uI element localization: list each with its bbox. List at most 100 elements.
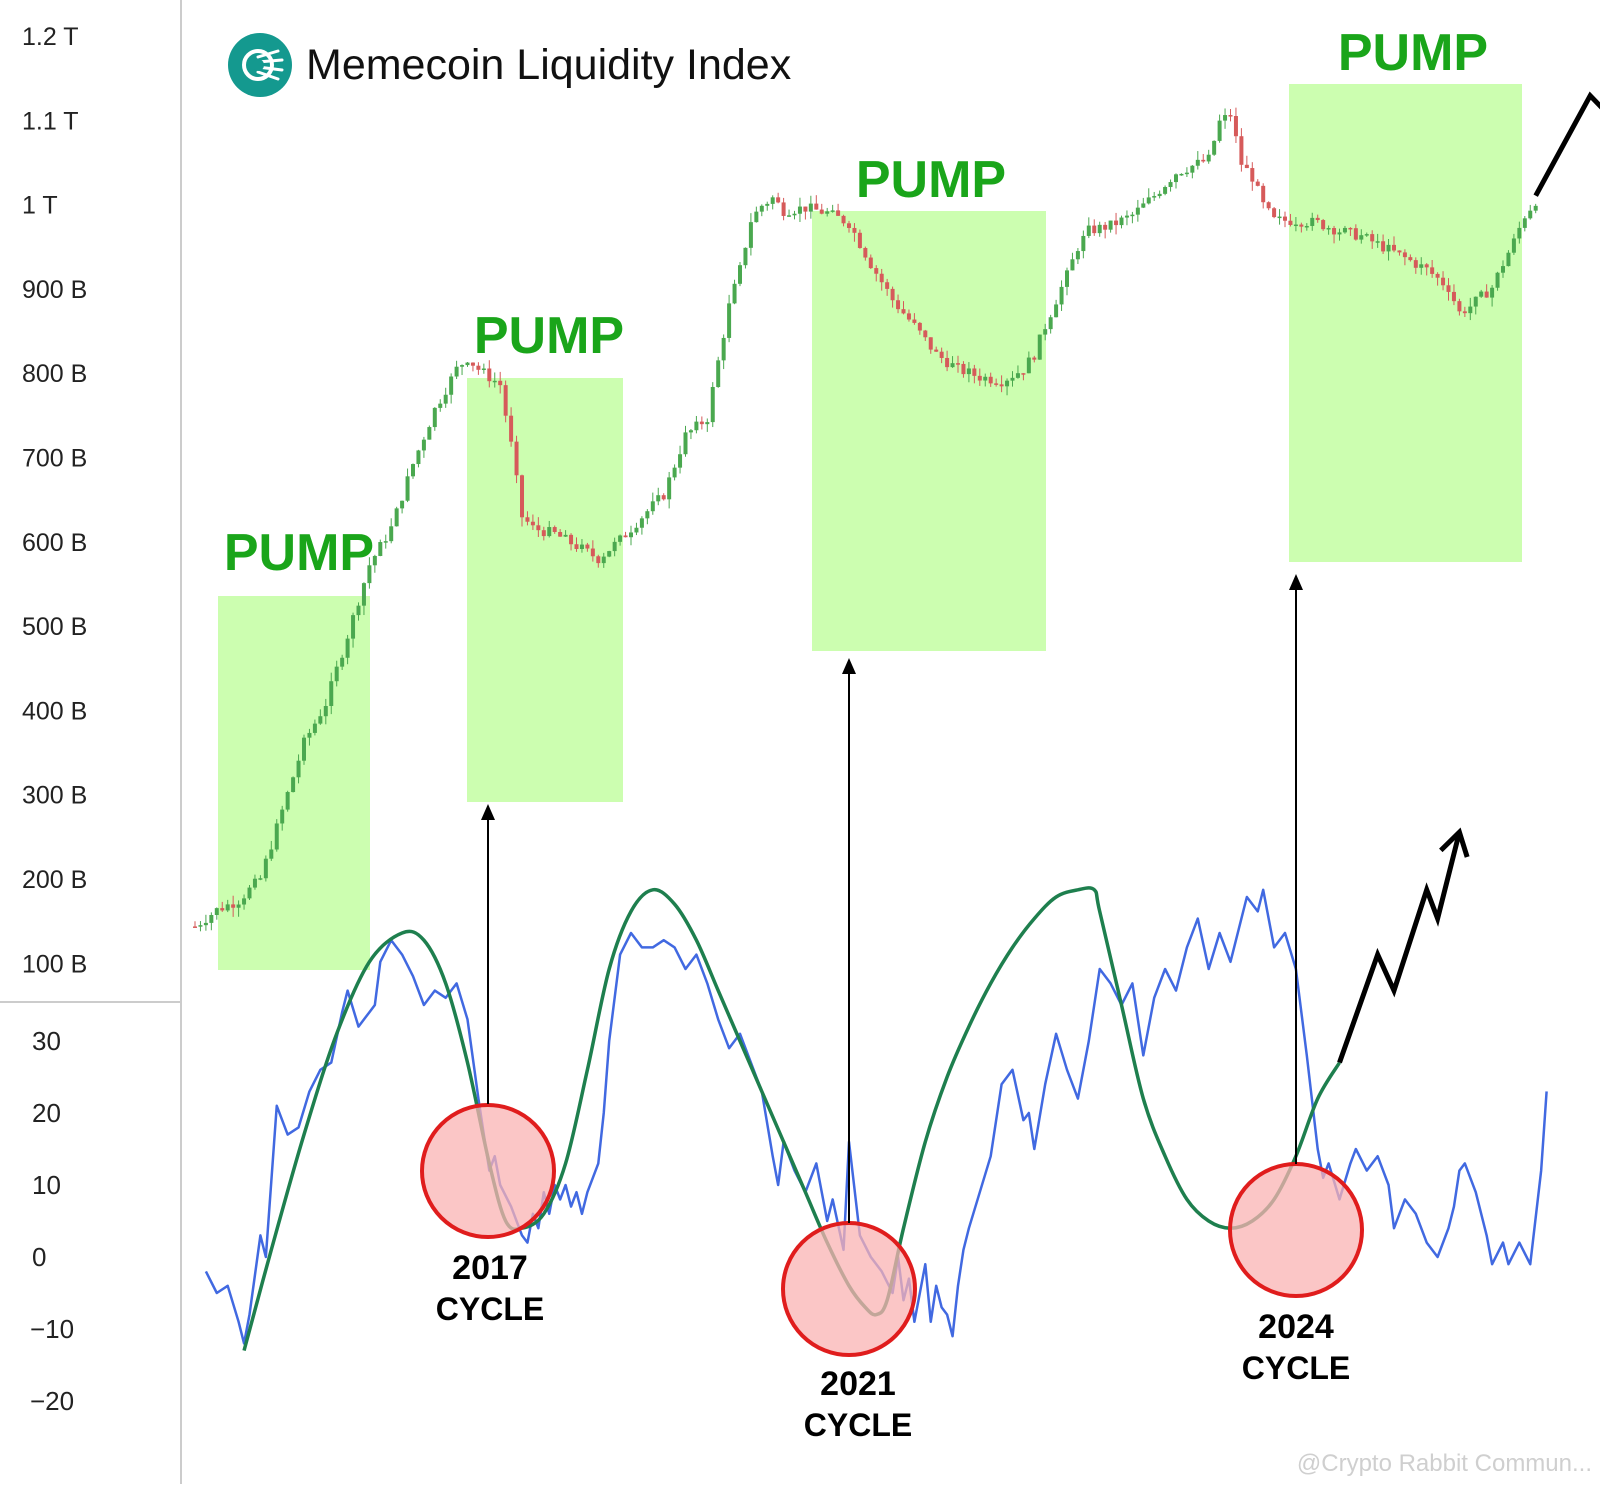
candle-body — [247, 887, 252, 899]
candle-body — [607, 551, 612, 557]
candle-body — [242, 898, 247, 905]
candle-body — [1255, 181, 1260, 186]
candle-body — [443, 394, 448, 404]
candle-body — [841, 215, 846, 224]
candle-body — [492, 380, 497, 383]
price-tick-label: 1.2 T — [22, 23, 79, 51]
candle-body — [416, 450, 421, 465]
candle-body — [1419, 264, 1424, 268]
candle-body — [1054, 304, 1059, 318]
candle-body — [618, 535, 623, 542]
candle-body — [1223, 115, 1228, 121]
candle-body — [1299, 224, 1304, 227]
candle-body — [476, 365, 481, 370]
cycle-year-label: 2021 — [820, 1365, 896, 1403]
candle-body — [634, 527, 639, 533]
candle-body — [1010, 377, 1015, 381]
candle-body — [383, 541, 388, 543]
candle-body — [1195, 159, 1200, 166]
candle-body — [939, 351, 944, 358]
candle-body — [1495, 272, 1500, 288]
candle-body — [203, 922, 208, 926]
candle-body — [1005, 380, 1010, 387]
oscillator-forecast-arrow — [1337, 831, 1462, 1064]
candle-body — [427, 427, 432, 440]
candle-body — [797, 206, 802, 214]
candle-body — [193, 926, 197, 928]
candle-body — [1212, 140, 1217, 155]
candle-body — [1092, 225, 1097, 234]
pump-label: PUMP — [856, 151, 1006, 209]
candle-body — [1446, 285, 1451, 292]
candle-body — [956, 363, 960, 365]
price-tick-label: 400 B — [22, 697, 87, 725]
candle-body — [514, 441, 519, 476]
candle-body — [890, 288, 895, 301]
liquidity-logo-icon — [228, 33, 292, 97]
chart-header: Memecoin Liquidity Index — [228, 30, 791, 100]
candle-body — [1342, 227, 1347, 233]
candle-body — [1392, 244, 1396, 251]
candle-body — [1370, 234, 1375, 242]
candle-body — [1141, 203, 1146, 208]
candle-body — [1321, 220, 1326, 230]
candle-body — [1179, 173, 1184, 176]
candle-body — [569, 534, 574, 545]
candle-body — [928, 337, 933, 350]
candle-body — [503, 385, 508, 416]
candle-body — [1310, 217, 1315, 226]
candle-body — [1435, 273, 1440, 278]
candle-body — [1015, 373, 1020, 378]
candle-body — [291, 777, 296, 793]
candle-body — [361, 583, 366, 606]
candle-body — [421, 439, 426, 451]
candle-body — [629, 532, 633, 538]
candle-body — [1484, 291, 1489, 298]
cycle-circle — [420, 1103, 556, 1239]
candle-body — [678, 454, 683, 468]
cycle-label: CYCLE — [804, 1407, 912, 1443]
candle-body — [661, 495, 666, 500]
cycle-year-label: 2017 — [452, 1249, 528, 1287]
candle-body — [432, 407, 437, 428]
candle-body — [1157, 193, 1162, 197]
price-tick-label: 600 B — [22, 529, 87, 557]
candle-body — [612, 541, 617, 552]
candle-body — [656, 495, 661, 502]
candle-body — [1233, 116, 1238, 137]
candle-body — [269, 849, 274, 859]
candle-body — [236, 904, 241, 908]
candle-body — [1032, 357, 1037, 360]
pump-label: PUMP — [1338, 24, 1488, 82]
candle-body — [1337, 232, 1342, 235]
price-forecast-arrow — [1533, 91, 1600, 197]
pump-label: PUMP — [474, 307, 624, 365]
candle-body — [1114, 220, 1119, 226]
candle-body — [1457, 301, 1462, 312]
candle-body — [258, 878, 263, 880]
cycle-year-label: 2024 — [1258, 1308, 1334, 1346]
candle-body — [1130, 214, 1135, 217]
candle-body — [650, 501, 655, 512]
candle-body — [1201, 159, 1206, 162]
candle-body — [1326, 228, 1331, 230]
candle-body — [252, 878, 257, 888]
candle-body — [923, 330, 928, 338]
candle-body — [1332, 228, 1337, 235]
candle-body — [563, 534, 568, 537]
candle-body — [541, 530, 546, 537]
candle-body — [460, 365, 465, 367]
candle-body — [1381, 241, 1386, 252]
candle-body — [1473, 296, 1478, 307]
candle-body — [601, 556, 606, 564]
candle-body — [214, 908, 219, 916]
oscillator-tick-label: −10 — [30, 1314, 74, 1344]
candle-body — [345, 638, 350, 658]
candle-body — [558, 531, 563, 537]
candle-body — [1124, 215, 1129, 218]
candle-body — [552, 527, 557, 532]
candle-body — [389, 526, 394, 542]
price-tick-label: 100 B — [22, 950, 87, 978]
oscillator-forecast-arrowhead — [1439, 827, 1470, 858]
